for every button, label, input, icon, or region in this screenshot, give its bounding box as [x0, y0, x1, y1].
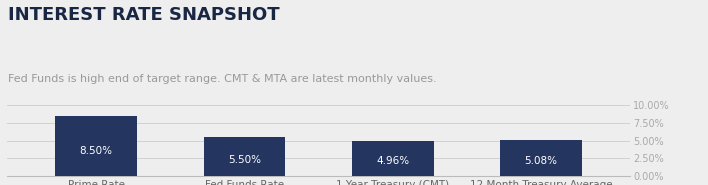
- Text: 5.08%: 5.08%: [525, 156, 558, 166]
- Text: INTEREST RATE SNAPSHOT: INTEREST RATE SNAPSHOT: [8, 6, 280, 23]
- Text: 5.50%: 5.50%: [228, 154, 261, 164]
- Bar: [352, 141, 433, 176]
- Bar: [55, 116, 137, 176]
- Bar: [204, 137, 285, 176]
- Text: 4.96%: 4.96%: [376, 156, 409, 166]
- Bar: [501, 140, 582, 176]
- Text: 8.50%: 8.50%: [79, 146, 113, 156]
- Text: Fed Funds is high end of target range. CMT & MTA are latest monthly values.: Fed Funds is high end of target range. C…: [8, 74, 437, 84]
